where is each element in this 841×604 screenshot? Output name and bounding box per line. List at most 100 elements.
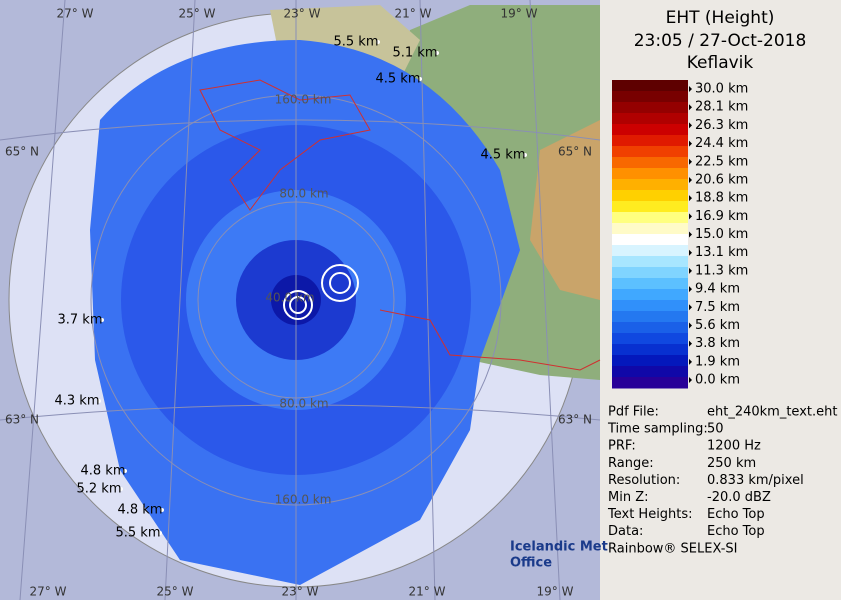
colorbar-tick [689,104,692,111]
range-label: 160.0 km [275,493,332,507]
info-value: Echo Top [707,507,765,522]
colorbar-band [612,113,688,125]
colorbar-label: 26.3 km [695,118,748,133]
longitude-label: 25° W [157,585,194,599]
colorbar-band [612,289,688,301]
colorbar-tick [689,267,692,274]
colorbar-band [612,146,688,158]
longitude-label: 23° W [284,7,321,21]
info-label: Time sampling: [607,422,708,437]
longitude-label: 23° W [282,585,319,599]
colorbar-label: 24.4 km [695,136,748,151]
colorbar-band [612,366,688,378]
longitude-label: 21° W [409,585,446,599]
colorbar-tick [689,231,692,238]
info-value: -20.0 dBZ [707,490,771,505]
colorbar-band [612,333,688,345]
colorbar-label: 18.8 km [695,191,748,206]
logo-text: Office [510,556,552,571]
info-label: Pdf File: [608,405,659,420]
colorbar-band [612,322,688,334]
info-value: eht_240km_text.eht [707,405,837,420]
info-value: 50 [707,422,724,437]
colorbar-band [612,80,688,92]
colorbar-label: 1.9 km [695,354,740,369]
colorbar-tick [689,195,692,202]
height-dot [435,51,439,55]
colorbar-label: 0.0 km [695,373,740,388]
colorbar-tick [689,86,692,92]
height-dot [100,318,104,322]
height-label: 5.5 km [334,35,379,50]
colorbar-band [612,157,688,169]
colorbar-tick [689,286,692,293]
latitude-label: 65° N [558,145,592,159]
info-label: Text Heights: [607,507,693,522]
height-dot [158,531,162,535]
colorbar-tick [689,122,692,129]
colorbar-band [612,234,688,246]
height-dot [119,487,123,491]
height-label: 5.5 km [116,526,161,541]
colorbar-band [612,212,688,224]
site-markers [283,264,359,320]
colorbar-label: 28.1 km [695,100,748,115]
colorbar-band [612,267,688,279]
highland [530,120,600,300]
site: Keflavik [687,53,754,73]
height-label: 4.8 km [81,464,126,479]
colorbar-label: 22.5 km [695,154,748,169]
colorbar-label: 7.5 km [695,300,740,315]
colorbar-tick [689,158,692,165]
colorbar-band [612,102,688,114]
range-label: 40.0 km [265,291,314,305]
colorbar-label: 15.0 km [695,227,748,242]
longitude-label: 21° W [395,7,432,21]
range-label: 80.0 km [279,187,328,201]
height-label: 4.3 km [55,394,100,409]
colorbar-band [612,245,688,257]
info-label: Range: [608,456,654,471]
info-footer: Rainbow® SELEX-SI [608,542,738,557]
info-label: Resolution: [608,473,680,488]
height-label: 5.2 km [77,482,122,497]
info-label: Data: [608,524,643,539]
colorbar-band [612,135,688,147]
info-value: Echo Top [707,524,765,539]
colorbar-label: 3.8 km [695,336,740,351]
longitude-label: 19° W [537,585,574,599]
height-dot [160,508,164,512]
height-label: 3.7 km [58,313,103,328]
colorbar-band [612,311,688,323]
title: EHT (Height) [666,8,775,28]
longitude-label: 27° W [57,7,94,21]
latitude-label: 63° N [5,413,39,427]
height-dot [123,469,127,473]
colorbar-band [612,223,688,235]
height-dot [523,153,527,157]
info-label: Min Z: [608,490,649,505]
colorbar-band [612,344,688,356]
range-rings [0,0,601,601]
colorbar-tick [689,358,692,365]
height-dot [376,40,380,44]
logo-text: Icelandic Met [510,540,608,555]
height-label: 4.5 km [481,148,526,163]
colorbar-label: 30.0 km [695,82,748,97]
colorbar-tick [689,249,692,256]
colorbar-band [612,278,688,290]
longitude-label: 19° W [501,7,538,21]
latitude-label: 65° N [5,145,39,159]
height-label: 5.1 km [393,46,438,61]
colorbar-band [612,179,688,191]
latitude-label: 63° N [558,413,592,427]
info-value: 1200 Hz [707,439,761,454]
range-label: 80.0 km [279,397,328,411]
colorbar-label: 11.3 km [695,263,748,278]
colorbar-tick [689,322,692,329]
colorbar-tick [689,304,692,311]
colorbar-label: 13.1 km [695,245,748,260]
colorbar-tick [689,213,692,220]
colorbar-tick [689,340,692,347]
